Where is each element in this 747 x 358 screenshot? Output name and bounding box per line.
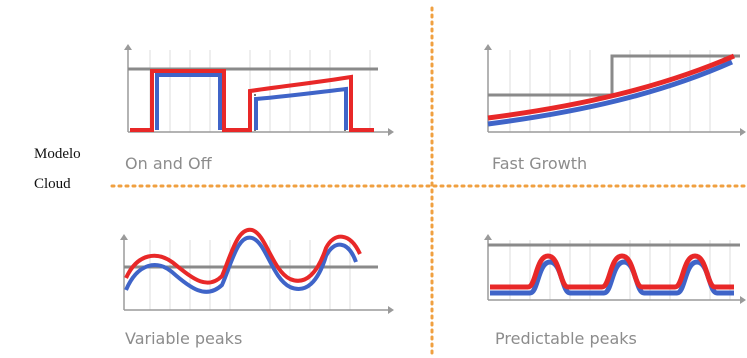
usage-line-blue (487, 59, 734, 127)
panel-on-and-off (124, 44, 394, 136)
usage-line-blue (490, 259, 734, 296)
demand-line-red (130, 69, 374, 132)
panel-grid (149, 50, 371, 132)
side-label-line-2: Cloud (34, 176, 71, 192)
x-axis-arrow (388, 306, 394, 314)
panel-fast-growth (484, 44, 746, 136)
y-axis-arrow (484, 234, 492, 240)
usage-line-blue (155, 73, 348, 130)
capacity-step-line (488, 54, 740, 97)
x-axis-arrow (740, 296, 746, 304)
demand-line-red (490, 253, 734, 290)
x-axis-arrow (740, 128, 746, 136)
panel-grid (509, 50, 711, 132)
caption-fast-growth: Fast Growth (492, 154, 588, 173)
demand-line-red (487, 53, 735, 121)
y-axis-arrow (124, 44, 132, 50)
side-label-line-1: Modelo (34, 146, 81, 162)
usage-line-blue (124, 235, 358, 294)
caption-variable-peaks: Variable peaks (125, 329, 243, 348)
y-axis-arrow (120, 234, 128, 240)
panel-grid (509, 240, 731, 300)
y-axis-arrow (484, 44, 492, 50)
caption-on-and-off: On and Off (125, 154, 212, 173)
demand-line-red (124, 227, 362, 285)
panel-predictable-peaks (484, 234, 746, 304)
x-axis-arrow (388, 128, 394, 136)
panel-variable-peaks (120, 227, 394, 314)
caption-predictable-peaks: Predictable peaks (495, 329, 637, 348)
